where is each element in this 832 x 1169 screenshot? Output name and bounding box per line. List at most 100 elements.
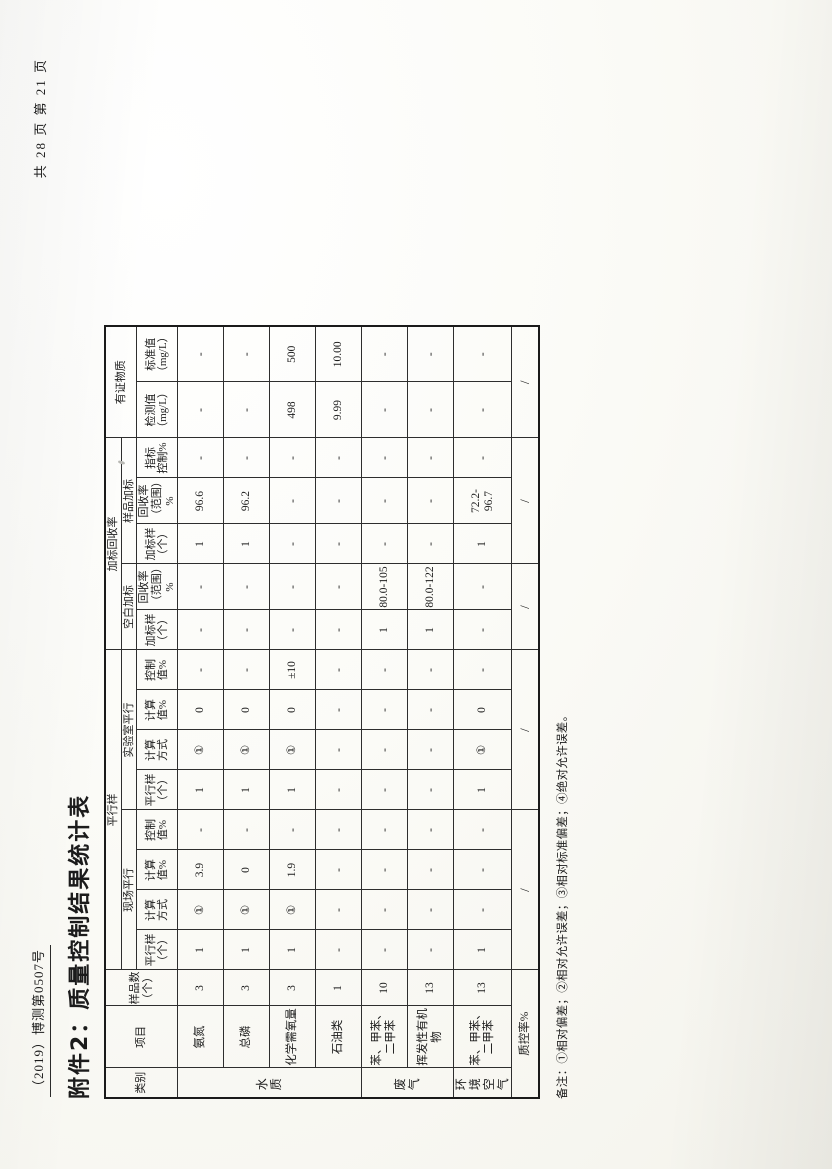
lbl: （个） [157, 773, 170, 807]
cell-sample-indicator: - [407, 438, 454, 478]
cell-field-calc-method: - [361, 890, 408, 930]
cell-blank-recovery: - [453, 564, 512, 610]
cell-standard-value: - [361, 326, 408, 382]
cell-item: 总磷 [223, 1006, 270, 1068]
header-field-calc-method: 计算 方式 [136, 890, 178, 930]
header-parallel-group: 平行样 [105, 650, 122, 970]
lbl: 值% [157, 659, 170, 681]
header-field-control-value: 控制 值% [136, 810, 178, 850]
header-field-parallel-sample: 平行样 （个） [136, 930, 178, 970]
cell-sample-recovery: - [407, 478, 454, 524]
cell-sample-count: 13 [453, 970, 512, 1006]
lbl: 值% [157, 859, 170, 881]
cell-lab-parallel-sample: 1 [177, 770, 224, 810]
header-certified-material: 有证物质 [105, 326, 137, 438]
cell-field-parallel-sample: - [407, 930, 454, 970]
lbl: （mg/L） [157, 387, 170, 433]
cell-lab-calc-method: ① [223, 730, 270, 770]
cell-lab-control-value: - [223, 650, 270, 690]
cell-lab-calc-method: - [361, 730, 408, 770]
cell-field-control-value: - [453, 810, 512, 850]
lbl: 计算 [144, 859, 157, 881]
cell-field-calc-value: 1.9 [269, 850, 316, 890]
cell-field-parallel-sample: 1 [223, 930, 270, 970]
cell-blank-recovery: 80.0-105 [361, 564, 408, 610]
cell-field-control-value: - [269, 810, 316, 850]
cell-blank-spike-sample: 1 [361, 610, 408, 650]
cell-field-control-value: - [223, 810, 270, 850]
cell-standard-value: 10.00 [315, 326, 362, 382]
header-blank-spike: 空白加标 [121, 564, 137, 650]
cell-blank-spike-sample: 1 [407, 610, 454, 650]
lbl: 方式 [157, 899, 170, 921]
header-lab-parallel-sample: 平行样 （个） [136, 770, 178, 810]
cell-lab-calc-value: - [315, 690, 362, 730]
cell-category: 环境空气 [453, 1068, 512, 1098]
cell-sample-count: 10 [361, 970, 408, 1006]
cell-measured-value: - [223, 382, 270, 438]
lbl: 指标 [144, 447, 157, 469]
header-field-calc-value: 计算 值% [136, 850, 178, 890]
cell-field-calc-method: - [315, 890, 362, 930]
table-row: 废气苯、甲苯、二甲苯 10- - - - - - - -1 80.0-105- - - - - [361, 326, 454, 1098]
cell-sample-spike-sample: - [315, 524, 362, 564]
cell-lab-calc-value: 0 [269, 690, 316, 730]
cell-blank-recovery: - [177, 564, 224, 610]
qc-rate-value: / [511, 650, 540, 810]
cell-lab-calc-method: ① [453, 730, 512, 770]
cell-standard-value: - [407, 326, 454, 382]
cell-lab-calc-value: 0 [177, 690, 224, 730]
cell-sample-spike-sample: - [361, 524, 408, 564]
cell-lab-calc-method: ① [177, 730, 224, 770]
cell-category: 水质 [177, 1068, 362, 1098]
cell-sample-count: 3 [177, 970, 224, 1006]
cell-item: 挥发性有机物 [407, 1006, 454, 1068]
page-number-footer: 共 28 页 第 21 页 [33, 58, 48, 179]
cell-sample-recovery: - [269, 478, 316, 524]
header-blank-recovery: 回收率 （范围）% [136, 564, 178, 610]
cell-sample-spike-sample: 1 [177, 524, 224, 564]
cell-sample-spike-sample: - [269, 524, 316, 564]
lbl: 加标样 [144, 613, 157, 647]
lbl: 检测值 [144, 393, 157, 427]
lbl: 值% [157, 819, 170, 841]
table-body: 水质氨氮 3 1 ① 3.9-1 ① 0- - -1 96.6- - - 总磷 3 1 ① 0-1 ① 0- - -1 9… [177, 326, 540, 1098]
lbl: 平行样 [144, 773, 157, 807]
lbl: 计算 [144, 739, 157, 761]
cell-sample-indicator: - [315, 438, 362, 478]
lbl: （范围）% [150, 567, 176, 607]
header-lab-control-value: 控制 值% [136, 650, 178, 690]
lbl: 加标样 [144, 527, 157, 561]
lbl: 回收率 [138, 484, 151, 518]
cell-item: 石油类 [315, 1006, 362, 1068]
cell-lab-parallel-sample: - [315, 770, 362, 810]
cell-field-control-value: - [315, 810, 362, 850]
cell-field-control-value: - [407, 810, 454, 850]
cell-field-calc-value: - [315, 850, 362, 890]
cell-blank-recovery: - [269, 564, 316, 610]
cell-field-calc-value: - [361, 850, 408, 890]
cell-field-parallel-sample: - [361, 930, 408, 970]
cell-sample-count: 13 [407, 970, 454, 1006]
cell-field-calc-method: ① [269, 890, 316, 930]
cell-field-calc-value: - [407, 850, 454, 890]
cell-blank-spike-sample: - [269, 610, 316, 650]
header-lab-calc-value: 计算 值% [136, 690, 178, 730]
cell-field-parallel-sample: 1 [453, 930, 512, 970]
qc-rate-value: / [511, 564, 540, 650]
cell-sample-indicator: - [269, 438, 316, 478]
qc-rate-value: / [511, 438, 540, 564]
lbl: 控制 [144, 659, 157, 681]
cell-item: 苯、甲苯、二甲苯 [361, 1006, 408, 1068]
cell-sample-indicator: - [177, 438, 224, 478]
cell-sample-recovery: - [315, 478, 362, 524]
cell-sample-spike-sample: - [407, 524, 454, 564]
header-spike-recovery-group: 加标回收率 [105, 438, 122, 650]
header-measured-value: 检测值 （mg/L） [136, 382, 178, 438]
cell-sample-spike-sample: 1 [453, 524, 512, 564]
cell-standard-value: - [177, 326, 224, 382]
cell-field-calc-value: 3.9 [177, 850, 224, 890]
lbl: （个） [157, 527, 170, 561]
